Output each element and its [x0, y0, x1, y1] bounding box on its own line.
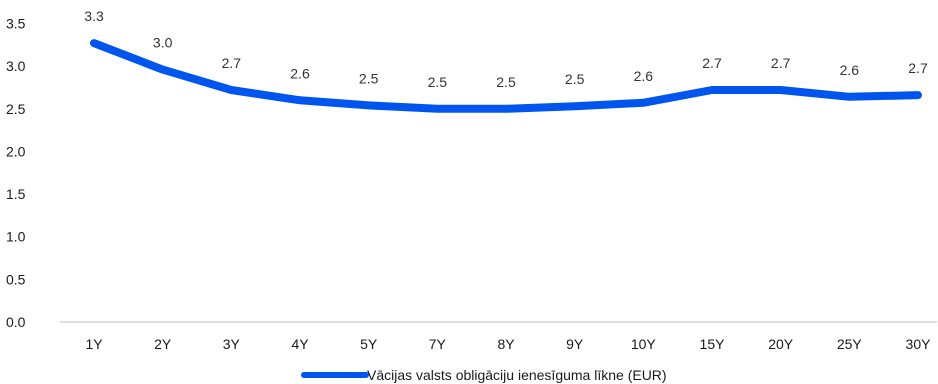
data-label: 2.6	[634, 68, 654, 84]
x-tick-label: 7Y	[429, 336, 447, 352]
x-tick-label: 8Y	[497, 336, 515, 352]
x-tick-label: 1Y	[85, 336, 103, 352]
x-tick-label: 25Y	[837, 336, 863, 352]
x-tick-label: 3Y	[223, 336, 241, 352]
y-tick-label: 1.0	[6, 229, 26, 245]
data-label: 2.5	[428, 74, 448, 90]
data-label: 2.6	[840, 62, 860, 78]
x-tick-label: 2Y	[154, 336, 172, 352]
y-tick-label: 3.0	[6, 58, 26, 74]
x-tick-label: 10Y	[631, 336, 657, 352]
x-tick-label: 5Y	[360, 336, 378, 352]
data-label: 2.7	[702, 55, 722, 71]
data-label: 2.5	[359, 70, 379, 86]
series-line	[90, 39, 922, 113]
x-axis: 1Y 2Y 3Y 4Y 5Y 7Y 8Y 9Y 10Y 15Y 20Y 25Y 30Y	[85, 336, 931, 352]
legend-label: Vācijas valsts obligāciju ienesīguma līk…	[367, 367, 667, 383]
data-labels: 3.3 3.0 2.7 2.6 2.5 2.5 2.5 2.5 2.6 2.7 2.7 2.6 2.7	[84, 8, 928, 90]
x-tick-label: 9Y	[566, 336, 584, 352]
x-tick-label: 4Y	[291, 336, 309, 352]
y-tick-label: 2.5	[6, 101, 26, 117]
data-label: 2.7	[222, 55, 242, 71]
x-tick-label: 30Y	[906, 336, 932, 352]
data-label: 2.6	[290, 65, 310, 81]
y-tick-label: 0.0	[6, 314, 26, 330]
data-label: 3.3	[84, 8, 104, 24]
legend: Vācijas valsts obligāciju ienesīguma līk…	[301, 367, 667, 383]
y-tick-label: 0.5	[6, 271, 26, 287]
x-tick-label: 15Y	[700, 336, 726, 352]
y-tick-label: 1.5	[6, 186, 26, 202]
y-axis: 0.0 0.5 1.0 1.5 2.0 2.5 3.0 3.5	[6, 16, 26, 331]
data-label: 2.5	[565, 71, 585, 87]
data-label: 2.5	[496, 74, 516, 90]
data-label: 2.7	[908, 60, 928, 76]
x-tick-label: 20Y	[768, 336, 794, 352]
data-label: 2.7	[771, 55, 791, 71]
y-tick-label: 2.0	[6, 143, 26, 159]
y-tick-label: 3.5	[6, 16, 26, 32]
data-label: 3.0	[153, 35, 173, 51]
